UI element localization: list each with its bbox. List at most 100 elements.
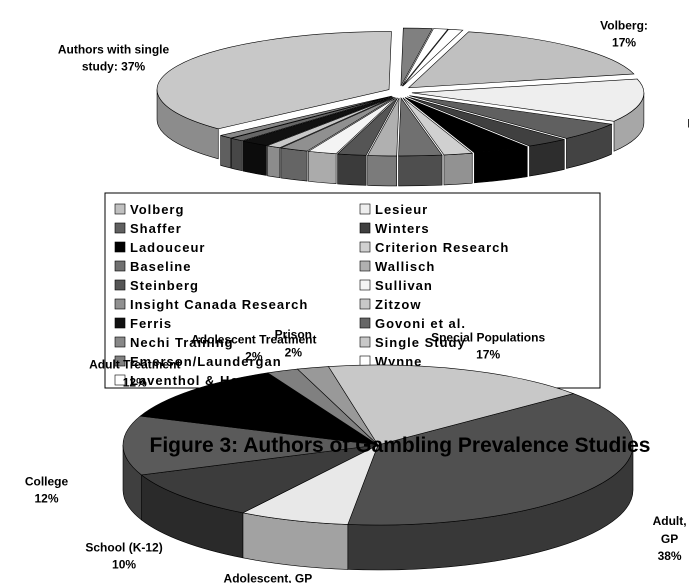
legend-swatch	[359, 355, 371, 367]
slice-name: Prison	[274, 328, 312, 343]
slice	[307, 97, 397, 155]
value-label: 12%	[122, 375, 147, 390]
slice-side	[242, 140, 267, 176]
slice-side	[220, 135, 232, 169]
legend-label: Sullivan	[375, 278, 433, 293]
slice	[401, 28, 449, 87]
legend-label: Lesieur	[375, 202, 428, 217]
data-label: Adolescent Treatment 2%	[191, 331, 316, 366]
value-label: Volberg: 17%	[600, 18, 648, 51]
legend-label: Ferris	[130, 316, 172, 331]
legend-label: Emerson/Laundergan	[130, 354, 282, 369]
pie	[156, 27, 645, 187]
legend-swatch	[114, 355, 126, 367]
pie	[122, 364, 634, 571]
slice-side	[267, 145, 281, 179]
slice	[411, 78, 645, 122]
slice-name: Adult, GP	[652, 514, 687, 546]
legend-swatch	[359, 260, 371, 272]
legend-swatch	[359, 298, 371, 310]
slice	[367, 97, 400, 157]
slice	[279, 97, 395, 152]
value-label: 12%	[34, 491, 59, 506]
slice-name: Adolescent, GP	[223, 571, 313, 583]
data-label: Lesieur: 12%	[687, 116, 689, 151]
data-label: School (K-12) 10%	[85, 539, 162, 574]
legend-label: Insight Canada Research	[130, 297, 308, 312]
slice-name: School (K-12)	[85, 540, 163, 555]
legend-label: Nechi Training	[130, 335, 234, 350]
slice	[243, 96, 393, 146]
slice	[336, 97, 398, 156]
slice	[402, 28, 464, 87]
legend-swatch	[114, 374, 126, 386]
legend-label: Shaffer	[130, 221, 182, 236]
slice	[404, 97, 529, 154]
legend-swatch	[359, 241, 371, 253]
slice-side	[308, 151, 337, 185]
slice-side	[280, 147, 308, 182]
slice	[398, 97, 443, 157]
legend-swatch	[114, 260, 126, 272]
value-label: 10%	[112, 557, 137, 572]
legend-swatch	[359, 317, 371, 329]
legend-label: Winters	[375, 221, 430, 236]
slice-side	[337, 153, 367, 186]
figure-caption: Figure 3: Authors of Gambling Prevalence…	[149, 434, 651, 457]
legend-swatch	[359, 203, 371, 215]
slice	[409, 95, 613, 139]
slice	[400, 27, 433, 87]
value-label: 38%	[657, 549, 682, 564]
slice-side	[231, 137, 243, 172]
data-label: College 12%	[25, 473, 68, 508]
slice	[402, 97, 474, 156]
legend-swatch	[359, 222, 371, 234]
slice	[122, 415, 379, 476]
slice-name: Adult Treatment	[89, 357, 181, 372]
legend-swatch	[114, 222, 126, 234]
legend-label: Single Study	[375, 335, 466, 350]
slice-side	[398, 154, 443, 187]
legend-label: Ladouceur	[130, 240, 205, 255]
slice	[231, 96, 393, 142]
legend-label: Govoni et al.	[375, 316, 466, 331]
legend-swatch	[114, 203, 126, 215]
legend-swatch	[114, 241, 126, 253]
slice	[407, 96, 565, 147]
slice-side	[367, 155, 397, 187]
value-label: 2%	[284, 345, 302, 360]
data-label: Adult Treatment 12%	[89, 357, 180, 392]
slice-name: Special Populations	[431, 330, 546, 345]
legend-label: Criterion Research	[375, 240, 509, 255]
slice	[407, 31, 635, 89]
value-label: 17%	[476, 347, 501, 362]
legend-swatch	[114, 279, 126, 291]
slice	[266, 96, 394, 148]
legend-swatch	[114, 317, 126, 329]
legend-label: Volberg	[130, 202, 184, 217]
slice	[241, 444, 379, 525]
value-label: Authors with single study: 37%	[57, 42, 170, 74]
slice	[140, 444, 379, 514]
legend-box	[104, 192, 601, 389]
data-label: Special Populations 17%	[431, 330, 545, 365]
legend-label: Steinberg	[130, 278, 199, 293]
slice	[220, 95, 392, 139]
legend-swatch	[114, 298, 126, 310]
slice	[327, 364, 575, 446]
slice-name: College	[24, 474, 69, 489]
slice	[139, 372, 379, 446]
legend-swatch	[114, 336, 126, 348]
data-label: Prison 2%	[275, 327, 312, 362]
data-label: Authors with single study: 37%	[39, 42, 189, 77]
slice	[347, 393, 634, 526]
slice	[156, 31, 392, 130]
data-label: Adolescent, GP7%	[224, 571, 313, 583]
legend-label: Wallisch	[375, 259, 435, 274]
data-label: Adult, GP 38%	[653, 513, 687, 565]
legend-swatch	[359, 336, 371, 348]
value-label: 2%	[245, 349, 263, 364]
legend-label: Zitzow	[375, 297, 421, 312]
